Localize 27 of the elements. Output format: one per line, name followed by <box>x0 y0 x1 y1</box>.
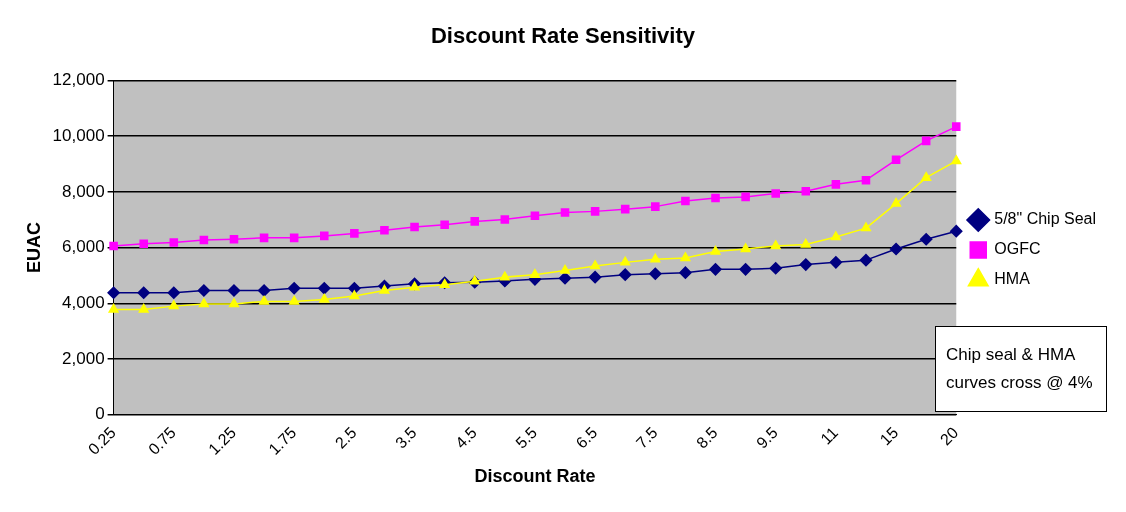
x-tick-label: 2.5 <box>331 423 360 452</box>
x-tick-label: 11 <box>817 423 842 448</box>
y-tick-label: 8,000 <box>62 181 105 201</box>
x-tick-label: 6.5 <box>572 423 601 452</box>
x-tick-label: 5.5 <box>512 423 541 452</box>
y-axis-title: EUAC <box>23 222 44 274</box>
legend-label: OGFC <box>994 240 1041 258</box>
y-tick-label: 6,000 <box>62 237 105 257</box>
x-tick-label: 0.25 <box>84 423 119 458</box>
y-tick-label: 2,000 <box>62 348 105 368</box>
y-tick-label: 0 <box>95 404 105 424</box>
legend-label: 5/8" Chip Seal <box>994 210 1097 228</box>
x-tick-label: 7.5 <box>632 423 661 452</box>
x-tick-label: 0.75 <box>144 423 180 458</box>
x-tick-label: 9.5 <box>753 423 781 452</box>
x-tick-label: 20 <box>936 423 962 449</box>
chart-title: Discount Rate Sensitivity <box>430 23 696 49</box>
y-tick-label: 10,000 <box>52 125 105 145</box>
y-tick-label: 12,000 <box>52 70 105 90</box>
x-tick-label: 3.5 <box>392 423 420 452</box>
x-tick-label: 4.5 <box>452 423 481 452</box>
y-tick-label: 4,000 <box>62 293 105 313</box>
x-axis-title: Discount Rate <box>474 466 596 487</box>
annotation: Chip seal & HMA curves cross @ 4% <box>935 326 1107 412</box>
x-tick-label: 8.5 <box>692 423 721 452</box>
legend-label: HMA <box>994 270 1031 288</box>
x-tick-label: 15 <box>876 423 902 449</box>
